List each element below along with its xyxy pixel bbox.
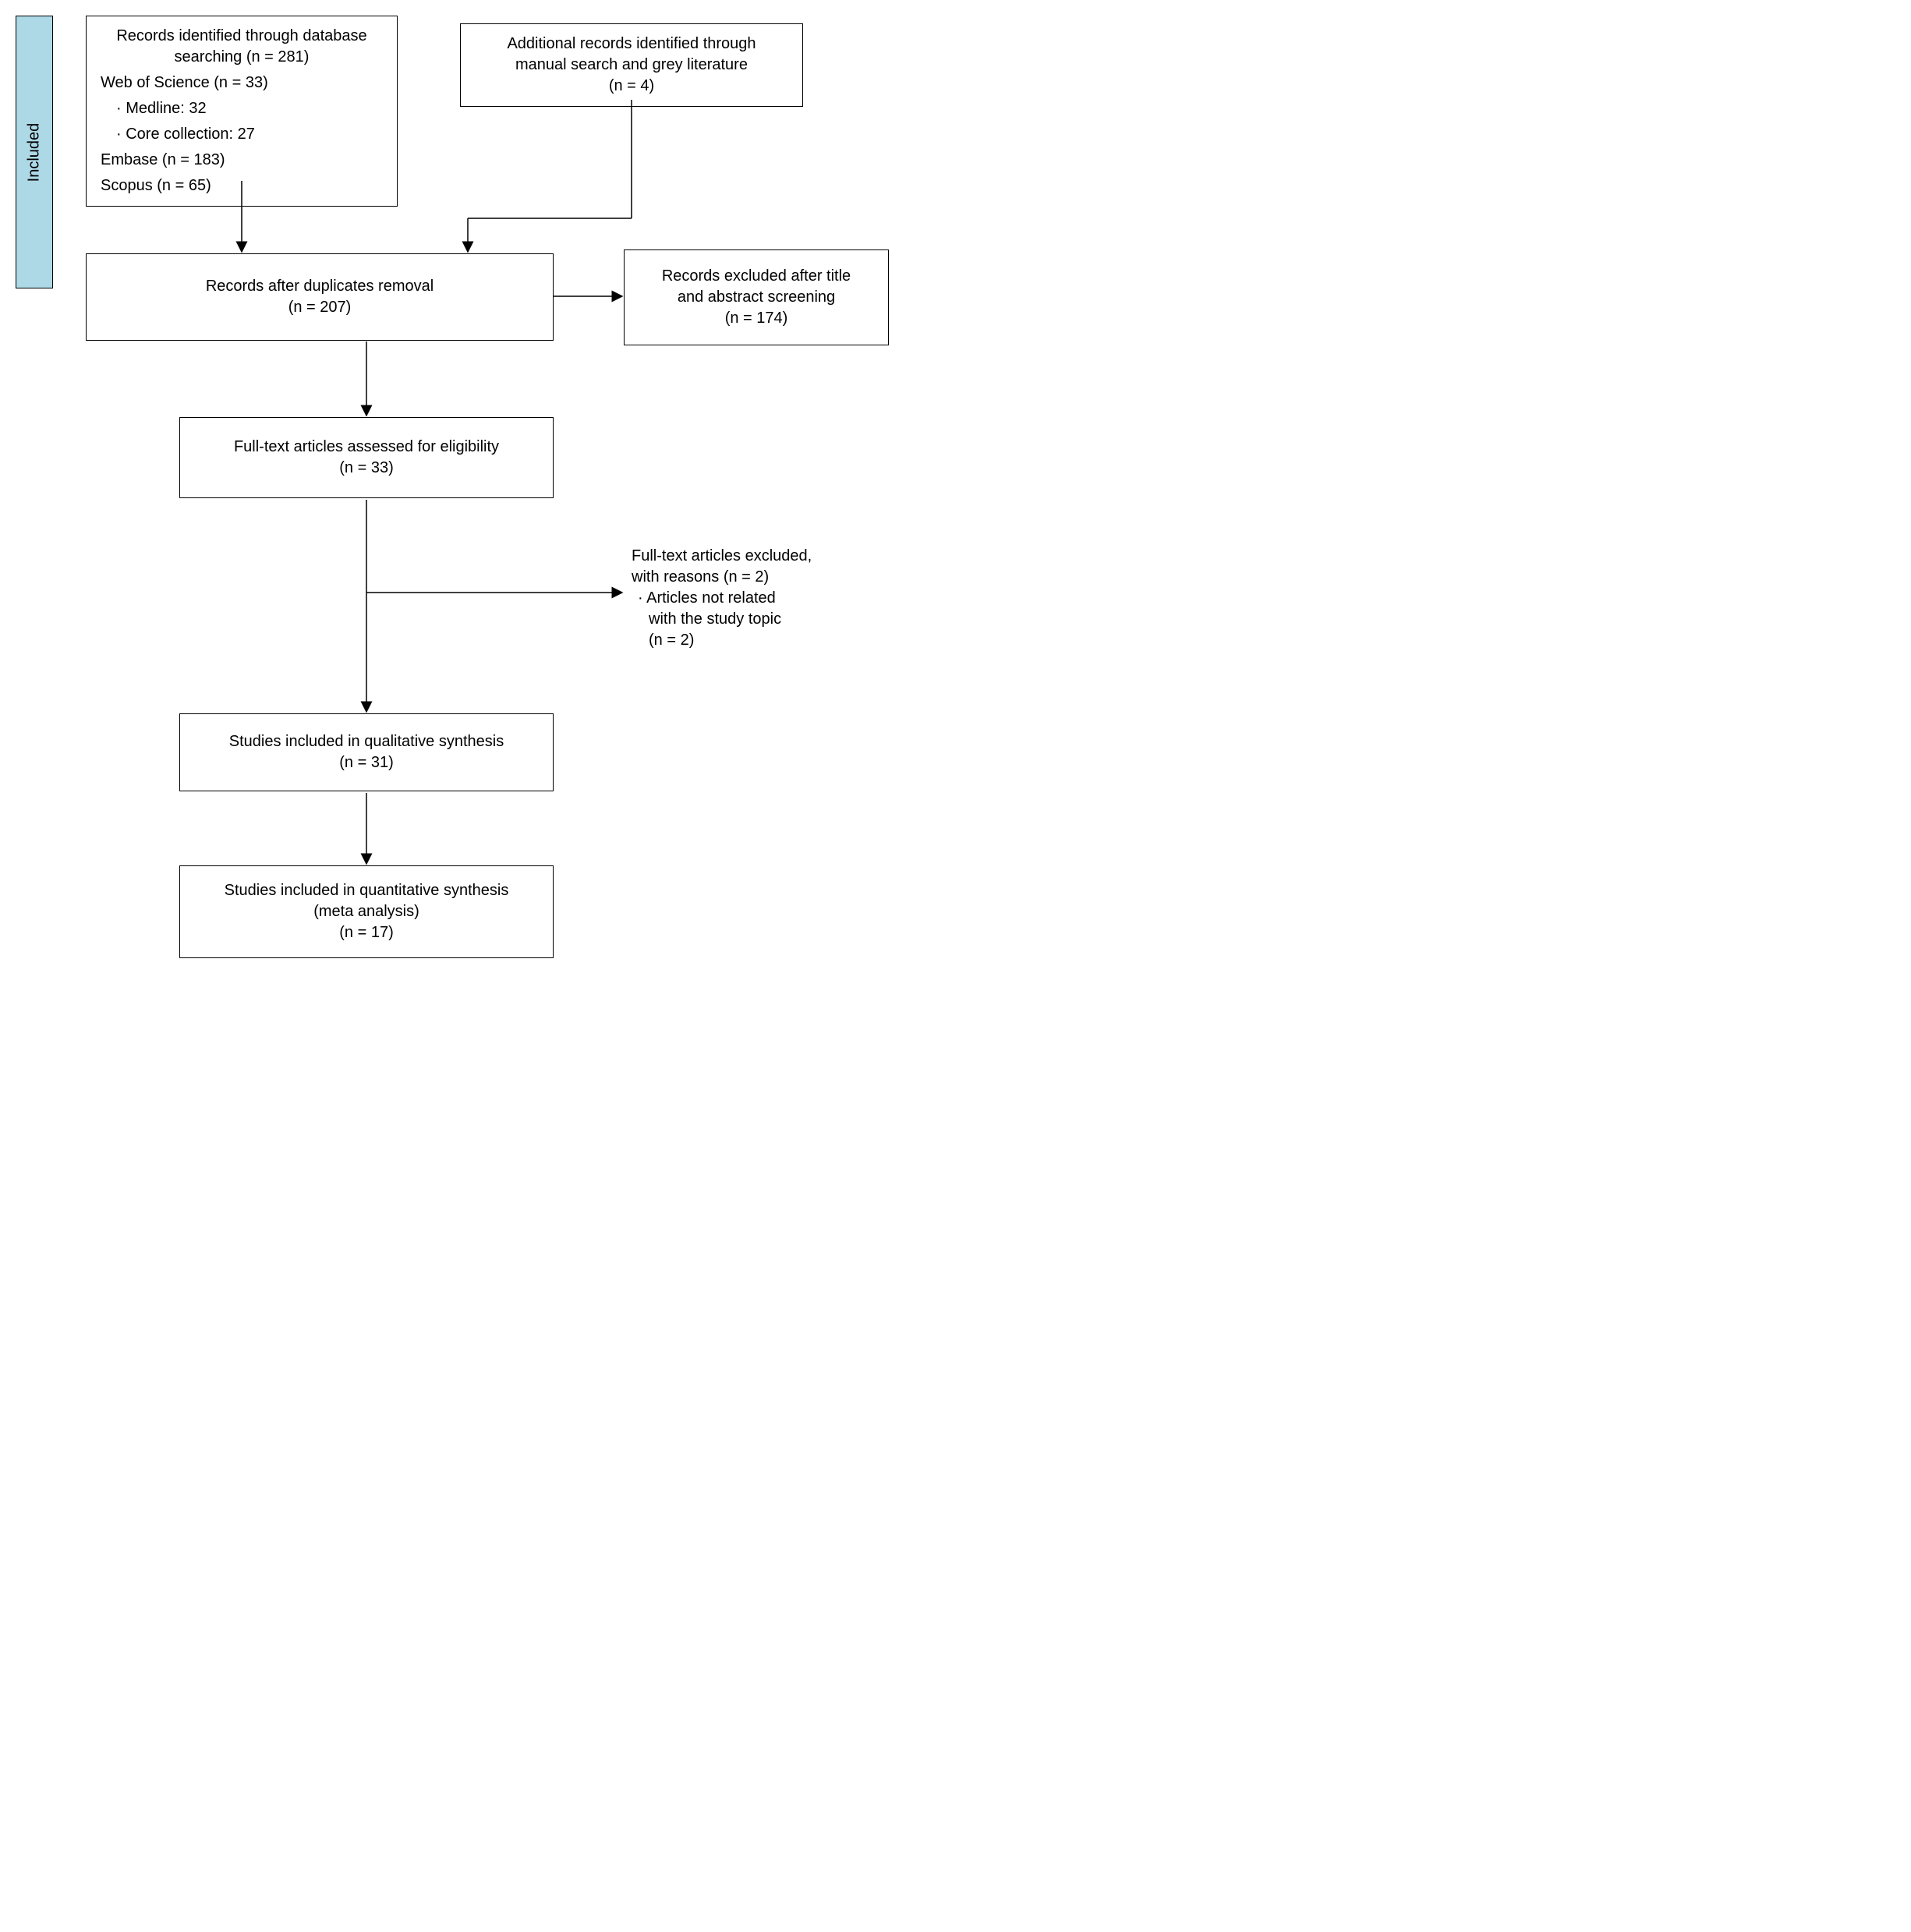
note-excluded-full: Full-text articles excluded, with reason… [632, 546, 897, 651]
db-search-medline: · Medline: 32 [101, 98, 383, 119]
additional-line1: Additional records identified through [475, 34, 788, 55]
box-dedup: Records after duplicates removal (n = 20… [86, 253, 554, 341]
qual-line2: (n = 31) [194, 752, 539, 773]
excl-full-line1: Full-text articles excluded, [632, 546, 897, 567]
excl-screen-line1: Records excluded after title [639, 266, 874, 287]
db-search-title: Records identified through database sear… [101, 26, 383, 68]
excl-full-line4: with the study topic [632, 609, 897, 630]
excl-screen-line3: (n = 174) [639, 308, 874, 329]
box-fulltext: Full-text articles assessed for eligibil… [179, 417, 554, 498]
dedup-line1: Records after duplicates removal [101, 276, 539, 297]
quant-line3: (n = 17) [194, 922, 539, 943]
quant-line1: Studies included in quantitative synthes… [194, 880, 539, 901]
fulltext-line2: (n = 33) [194, 458, 539, 479]
stage-label-text: Included [26, 122, 44, 182]
box-qual: Studies included in qualitative synthesi… [179, 713, 554, 791]
dedup-line2: (n = 207) [101, 297, 539, 318]
box-excluded-screen: Records excluded after title and abstrac… [624, 249, 889, 345]
db-search-embase: Embase (n = 183) [101, 150, 383, 171]
box-quant: Studies included in quantitative synthes… [179, 865, 554, 958]
additional-line3: (n = 4) [475, 76, 788, 97]
excl-full-line3: · Articles not related [632, 588, 897, 609]
db-search-core: · Core collection: 27 [101, 124, 383, 145]
excl-screen-line2: and abstract screening [639, 287, 874, 308]
box-db-search: Records identified through database sear… [86, 16, 398, 207]
excl-full-line5: (n = 2) [632, 630, 897, 651]
excl-full-line2: with reasons (n = 2) [632, 567, 897, 588]
additional-line2: manual search and grey literature [475, 55, 788, 76]
prisma-flowchart: Identification Screening Eligibility Inc… [16, 16, 951, 967]
db-search-scopus: Scopus (n = 65) [101, 175, 383, 196]
fulltext-line1: Full-text articles assessed for eligibil… [194, 437, 539, 458]
qual-line1: Studies included in qualitative synthesi… [194, 731, 539, 752]
box-additional: Additional records identified through ma… [460, 23, 803, 107]
stage-included: Included [16, 16, 53, 288]
db-search-wos: Web of Science (n = 33) [101, 73, 383, 94]
quant-line2: (meta analysis) [194, 901, 539, 922]
